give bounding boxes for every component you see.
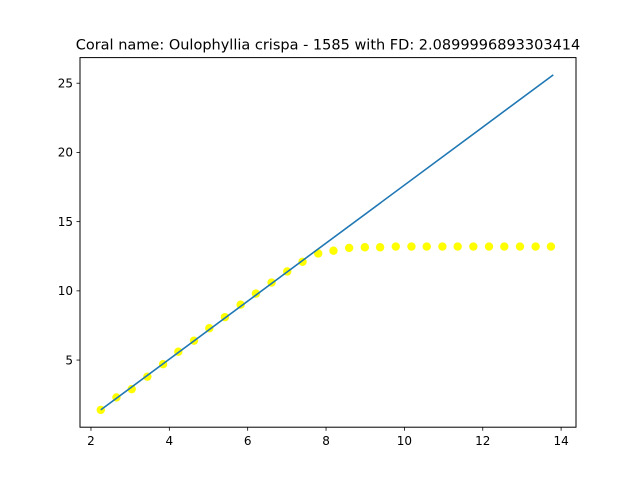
data-point — [546, 242, 556, 251]
data-point — [531, 242, 540, 251]
data-point — [344, 243, 354, 253]
data-point — [236, 300, 245, 309]
x-tick-label: 2 — [87, 434, 95, 448]
data-point — [127, 384, 136, 394]
data-point — [391, 242, 400, 251]
data-point — [469, 242, 478, 251]
data-point — [500, 242, 509, 251]
data-point — [329, 246, 338, 255]
x-tick-label: 10 — [397, 434, 412, 448]
y-axis: 5 10 15 20 25 — [58, 77, 80, 367]
data-point — [515, 242, 525, 251]
data-point — [438, 242, 447, 251]
x-tick-label: 14 — [553, 434, 568, 448]
data-point — [360, 243, 370, 252]
x-tick-label: 12 — [475, 434, 490, 448]
y-tick-label: 5 — [65, 353, 73, 367]
plot-area — [96, 74, 556, 415]
x-tick-label: 6 — [244, 434, 252, 448]
data-point — [375, 243, 385, 252]
axes-frame — [79, 57, 577, 428]
data-point — [453, 242, 462, 251]
chart-title: Coral name: Oulophyllia crispa - 1585 wi… — [76, 38, 581, 54]
data-point — [484, 242, 494, 251]
fit-line — [100, 74, 554, 411]
y-tick-label: 10 — [58, 284, 73, 298]
x-tick-label: 4 — [166, 434, 174, 448]
y-tick-label: 15 — [58, 215, 73, 229]
x-tick-label: 8 — [322, 434, 330, 448]
x-axis: 2 4 6 8 10 12 14 — [87, 427, 569, 448]
y-tick-label: 25 — [58, 77, 73, 91]
data-point — [422, 242, 431, 251]
y-tick-label: 20 — [58, 146, 73, 160]
data-point — [407, 242, 416, 251]
